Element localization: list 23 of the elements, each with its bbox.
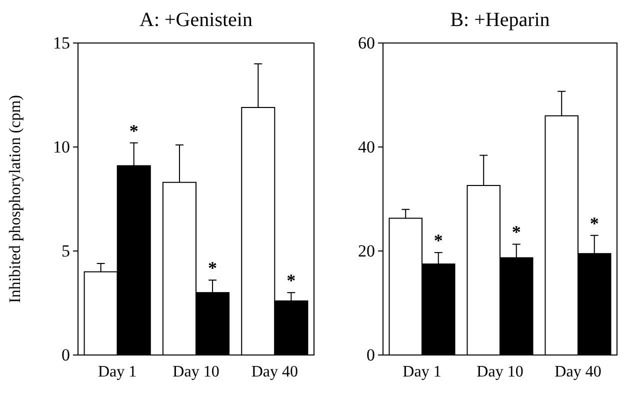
y-tick-label: 0 [62,345,70,364]
y-tick-label: 40 [358,137,375,156]
chart-title: A: +Genistein [140,9,252,31]
y-tick-label: 10 [53,137,70,156]
annotation: * [286,270,296,291]
y-tick-label: 60 [358,33,375,52]
x-tick-label: Day 40 [554,363,602,380]
y-tick-label: 15 [53,33,70,52]
annotation: * [590,213,599,234]
annotation: * [208,258,218,278]
y-axis-title: Inhibited phosphorylation (cpm) [7,95,24,303]
x-tick-label: Day 1 [402,363,442,380]
x-tick-label: Day 40 [251,363,298,380]
x-tick-label: Day 10 [172,363,220,380]
x-tick-label: Day 1 [98,363,137,380]
annotation: * [512,222,521,242]
annotation: * [129,120,138,141]
x-tick-label: Day 10 [476,363,524,380]
y-tick-label: 20 [358,241,375,260]
chart-title: B: +Heparin [450,9,550,31]
annotation: * [434,230,443,251]
y-tick-label: 5 [62,241,70,260]
y-tick-label: 0 [366,345,375,364]
